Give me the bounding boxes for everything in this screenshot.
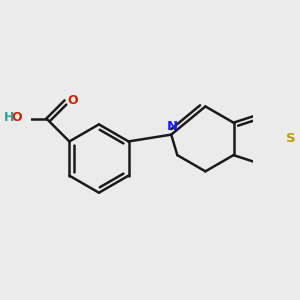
Text: S: S (286, 132, 296, 146)
Text: O: O (67, 94, 78, 107)
Text: N: N (167, 120, 178, 133)
Text: H: H (4, 111, 14, 124)
Text: O: O (11, 111, 22, 124)
